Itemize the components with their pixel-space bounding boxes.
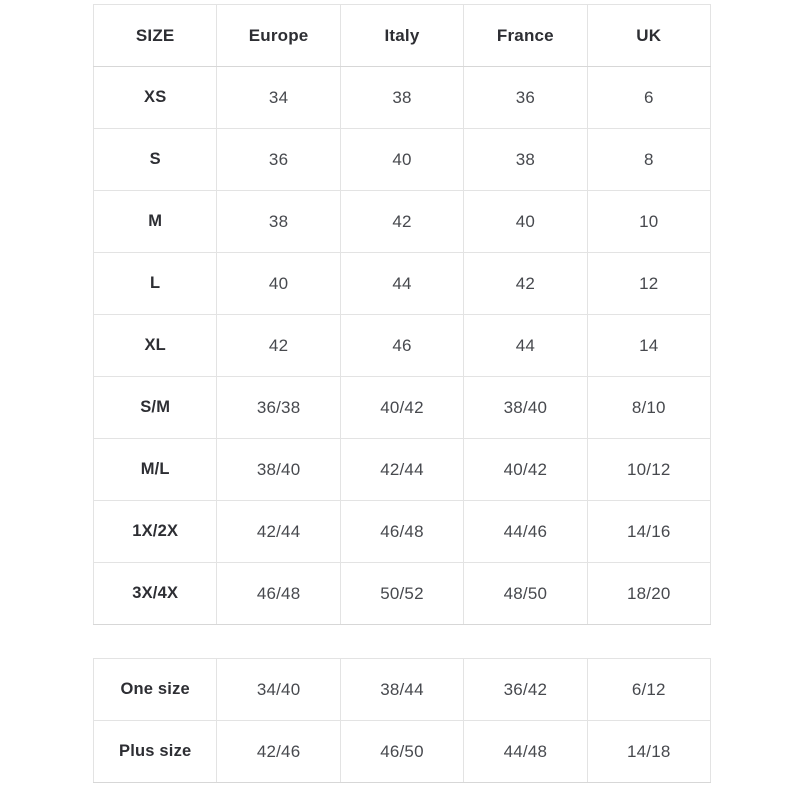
table-row: Plus size 42/46 46/50 44/48 14/18 bbox=[92, 720, 712, 783]
table-row: M 38 42 40 10 bbox=[92, 190, 712, 253]
size-value-cell: 34 bbox=[216, 66, 341, 129]
size-value-cell: 14/16 bbox=[586, 500, 712, 563]
size-value-cell: 34/40 bbox=[216, 658, 341, 721]
table-row: S/M 36/38 40/42 38/40 8/10 bbox=[92, 376, 712, 439]
size-value-cell: 38 bbox=[216, 190, 341, 253]
size-label-cell: S/M bbox=[92, 376, 218, 439]
size-value-cell: 38/40 bbox=[463, 376, 588, 439]
size-value-cell: 14 bbox=[586, 314, 712, 377]
size-value-cell: 40 bbox=[463, 190, 588, 253]
size-label-cell: L bbox=[92, 252, 218, 315]
size-value-cell: 44/46 bbox=[463, 500, 588, 563]
size-label-cell: XS bbox=[92, 66, 218, 129]
size-label-cell: Plus size bbox=[92, 720, 218, 783]
size-value-cell: 46/48 bbox=[339, 500, 465, 563]
size-value-cell: 46 bbox=[339, 314, 465, 377]
size-value-cell: 42/44 bbox=[339, 438, 465, 501]
size-value-cell: 42 bbox=[216, 314, 341, 377]
size-value-cell: 10/12 bbox=[586, 438, 712, 501]
table-row: M/L 38/40 42/44 40/42 10/12 bbox=[92, 438, 712, 501]
size-value-cell: 6 bbox=[586, 66, 712, 129]
size-label-cell: 3X/4X bbox=[92, 562, 218, 625]
column-header: France bbox=[463, 4, 588, 67]
size-value-cell: 40/42 bbox=[463, 438, 588, 501]
size-value-cell: 8 bbox=[586, 128, 712, 191]
size-conversion-table: SIZE Europe Italy France UK XS 34 38 36 6 S 36 40 38 8… bbox=[92, 4, 712, 625]
size-chart: SIZE Europe Italy France UK XS 34 38 36 6 S 36 40 38 8… bbox=[92, 4, 712, 783]
size-value-cell: 42 bbox=[463, 252, 588, 315]
size-value-cell: 46/50 bbox=[339, 720, 465, 783]
size-label-cell: S bbox=[92, 128, 218, 191]
size-label-cell: 1X/2X bbox=[92, 500, 218, 563]
size-label-cell: One size bbox=[92, 658, 218, 721]
size-label-cell: M/L bbox=[92, 438, 218, 501]
size-value-cell: 42/44 bbox=[216, 500, 341, 563]
size-value-cell: 10 bbox=[586, 190, 712, 253]
size-value-cell: 46/48 bbox=[216, 562, 341, 625]
table-row: L 40 44 42 12 bbox=[92, 252, 712, 315]
size-value-cell: 38 bbox=[339, 66, 465, 129]
size-value-cell: 48/50 bbox=[463, 562, 588, 625]
column-header: Europe bbox=[216, 4, 341, 67]
size-value-cell: 38/40 bbox=[216, 438, 341, 501]
size-value-cell: 42/46 bbox=[216, 720, 341, 783]
size-value-cell: 38 bbox=[463, 128, 588, 191]
size-value-cell: 36/38 bbox=[216, 376, 341, 439]
size-value-cell: 18/20 bbox=[586, 562, 712, 625]
size-value-cell: 36 bbox=[216, 128, 341, 191]
size-value-cell: 12 bbox=[586, 252, 712, 315]
special-sizes-table: One size 34/40 38/44 36/42 6/12 Plus size 42/4… bbox=[92, 658, 712, 783]
table-row: S 36 40 38 8 bbox=[92, 128, 712, 191]
size-value-cell: 36 bbox=[463, 66, 588, 129]
header-row: SIZE Europe Italy France UK bbox=[92, 4, 712, 67]
size-value-cell: 36/42 bbox=[463, 658, 588, 721]
table-row: 1X/2X 42/44 46/48 44/46 14/16 bbox=[92, 500, 712, 563]
size-value-cell: 40 bbox=[216, 252, 341, 315]
size-label-cell: XL bbox=[92, 314, 218, 377]
table-row: XL 42 46 44 14 bbox=[92, 314, 712, 377]
column-header: Italy bbox=[339, 4, 465, 67]
size-value-cell: 44/48 bbox=[463, 720, 588, 783]
size-value-cell: 38/44 bbox=[339, 658, 465, 721]
size-label-cell: M bbox=[92, 190, 218, 253]
size-value-cell: 6/12 bbox=[586, 658, 712, 721]
size-value-cell: 14/18 bbox=[586, 720, 712, 783]
table-row: 3X/4X 46/48 50/52 48/50 18/20 bbox=[92, 562, 712, 625]
table-row: One size 34/40 38/44 36/42 6/12 bbox=[92, 658, 712, 721]
size-value-cell: 40 bbox=[339, 128, 465, 191]
column-header: UK bbox=[586, 4, 712, 67]
size-value-cell: 40/42 bbox=[339, 376, 465, 439]
size-value-cell: 44 bbox=[463, 314, 588, 377]
table-row: XS 34 38 36 6 bbox=[92, 66, 712, 129]
size-value-cell: 42 bbox=[339, 190, 465, 253]
column-header: SIZE bbox=[92, 4, 218, 67]
size-value-cell: 50/52 bbox=[339, 562, 465, 625]
size-value-cell: 8/10 bbox=[586, 376, 712, 439]
size-value-cell: 44 bbox=[339, 252, 465, 315]
